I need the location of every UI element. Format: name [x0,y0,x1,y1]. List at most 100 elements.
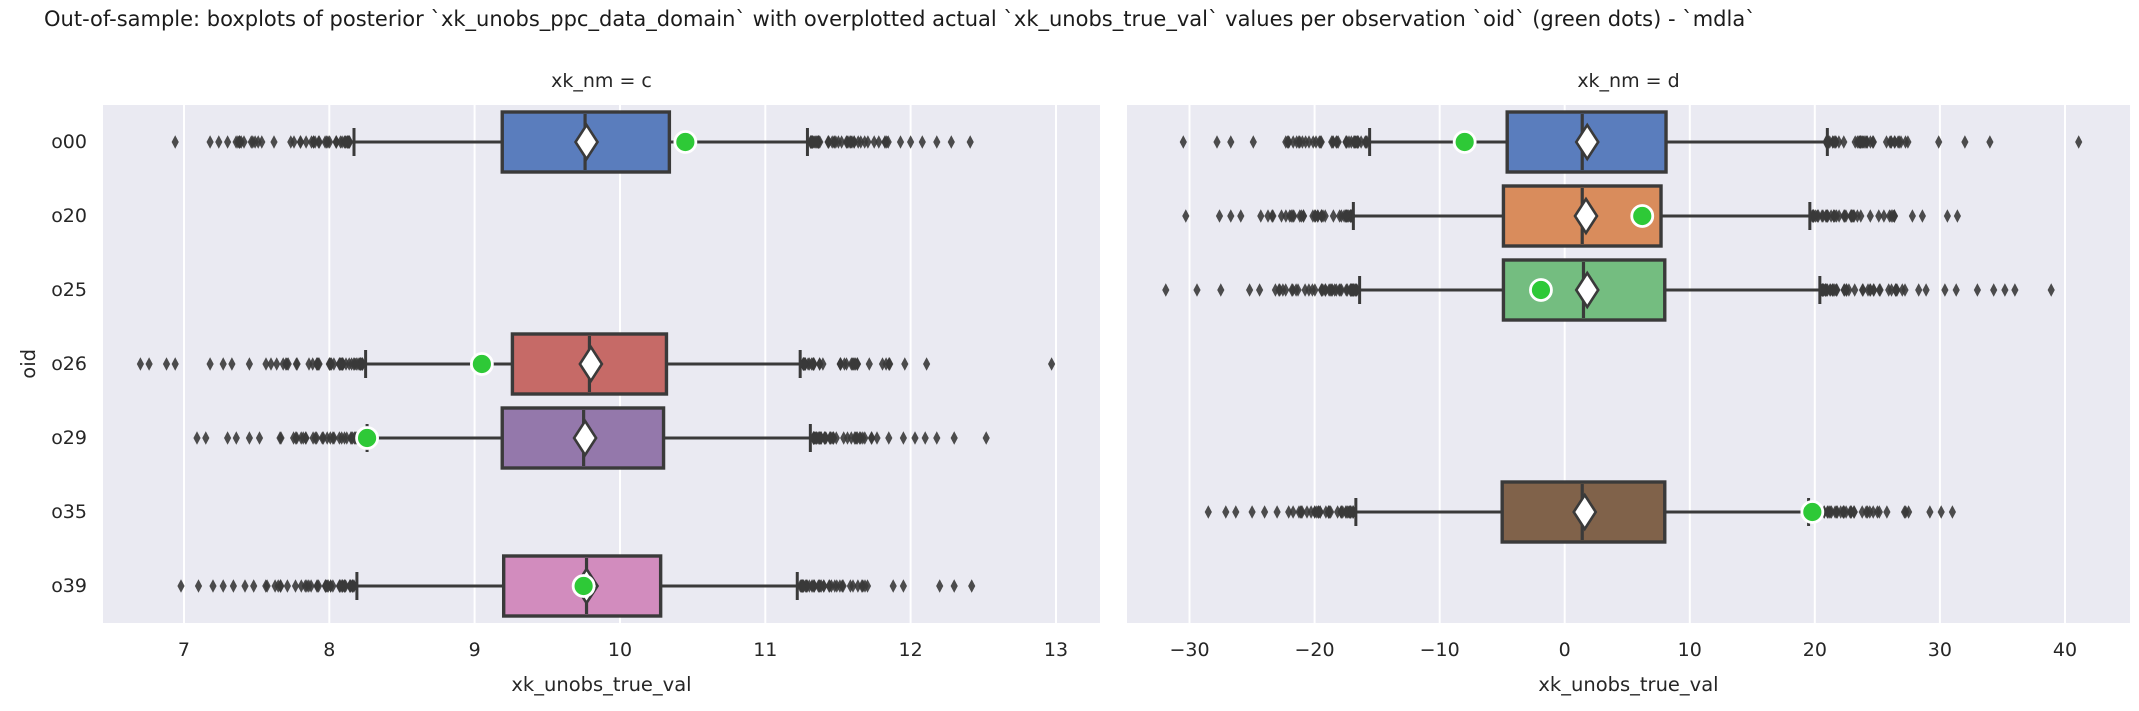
outlier-point [1322,283,1330,297]
outlier-point [840,431,848,445]
outlier-point [245,357,253,371]
boxplot-row-o35 [1204,480,1956,544]
outlier-point [1204,505,1212,519]
outlier-point [843,431,852,445]
y-tick-label-o20: o20 [51,205,87,227]
outlier-point [323,135,331,149]
outlier-point [911,431,919,445]
outlier-point [343,431,351,445]
outlier-point [1329,209,1337,223]
panel-d-x-axis-label: xk_unobs_true_val [1538,673,1719,696]
outlier-point [215,135,223,149]
outlier-point [1866,209,1874,223]
outlier-point [1289,209,1297,223]
outlier-point [1901,135,1910,149]
outlier-point [1926,505,1934,519]
outlier-point [1840,283,1848,297]
outlier-point [299,431,307,445]
outlier-point [311,135,319,149]
outlier-point [1948,505,1956,519]
outlier-point [881,135,889,149]
outlier-point [206,357,214,371]
outlier-point [290,135,298,149]
outlier-point [323,431,331,445]
outlier-point [358,357,366,371]
outlier-point [982,431,990,445]
outlier-point [1986,135,1994,149]
x-tick-label: 30 [1927,639,1952,661]
outlier-point [1352,283,1360,297]
outlier-point [171,357,179,371]
outlier-point [262,357,270,371]
outlier-point [1237,209,1245,223]
outlier-point [1301,283,1309,297]
outlier-point [209,579,217,593]
outlier-point [1890,135,1899,149]
outlier-point [1814,209,1822,223]
outlier-point [1308,283,1316,297]
outlier-point [1853,135,1861,149]
outlier-point [1826,283,1834,297]
outlier-point [1182,209,1190,223]
outlier-point [277,431,285,445]
outlier-point [1336,283,1344,297]
boxplot-svg [103,105,1100,623]
x-tick-label: −30 [1169,639,1210,661]
outlier-point [1288,283,1296,297]
boxplot-row-o26 [136,332,1056,396]
outlier-point [1343,135,1351,149]
outlier-point [224,431,232,445]
x-tick-label: −20 [1294,639,1335,661]
outlier-point [1876,283,1884,297]
outlier-point [1840,135,1848,149]
outlier-point [1348,283,1356,297]
outlier-point [1875,209,1883,223]
x-tick-label: 11 [753,639,778,661]
outlier-point [1048,357,1056,371]
outlier-point [813,431,821,445]
outlier-point [1309,135,1317,149]
outlier-point [1850,505,1858,519]
outlier-point [1873,505,1881,519]
outlier-point [1257,209,1265,223]
outlier-point [853,357,861,371]
outlier-point [1227,209,1235,223]
outlier-point [873,431,881,445]
outlier-point [206,135,214,149]
outlier-point [145,357,153,371]
outlier-point [1285,505,1293,519]
y-tick-label-o00: o00 [51,131,87,153]
outlier-point [838,135,846,149]
x-tick-label: 13 [1043,639,1069,661]
outlier-point [1952,283,1960,297]
outlier-point [1326,283,1334,297]
panel-c-title: xk_nm = c [551,70,652,92]
outlier-point [870,135,878,149]
outlier-point [966,135,974,149]
outlier-point [1342,283,1350,297]
outlier-point [1273,505,1281,519]
outlier-point [816,357,824,371]
outlier-point [882,357,890,371]
outlier-point [1232,505,1240,519]
outlier-point [1256,283,1264,297]
outlier-point [1908,209,1916,223]
outlier-point [851,431,859,445]
outlier-point [1268,209,1276,223]
outlier-point [1227,135,1235,149]
outlier-point [923,357,931,371]
outlier-point [1282,209,1290,223]
outlier-point [292,431,300,445]
true-value-dot [1529,278,1553,302]
outlier-point [847,357,855,371]
outlier-point [933,135,941,149]
outlier-point [1315,135,1323,149]
outlier-point [1347,505,1355,519]
outlier-point [1943,209,1951,223]
outlier-point [1316,505,1324,519]
outlier-point [907,135,915,149]
outlier-point [808,357,816,371]
outlier-point [194,579,203,593]
outlier-point [1217,283,1225,297]
